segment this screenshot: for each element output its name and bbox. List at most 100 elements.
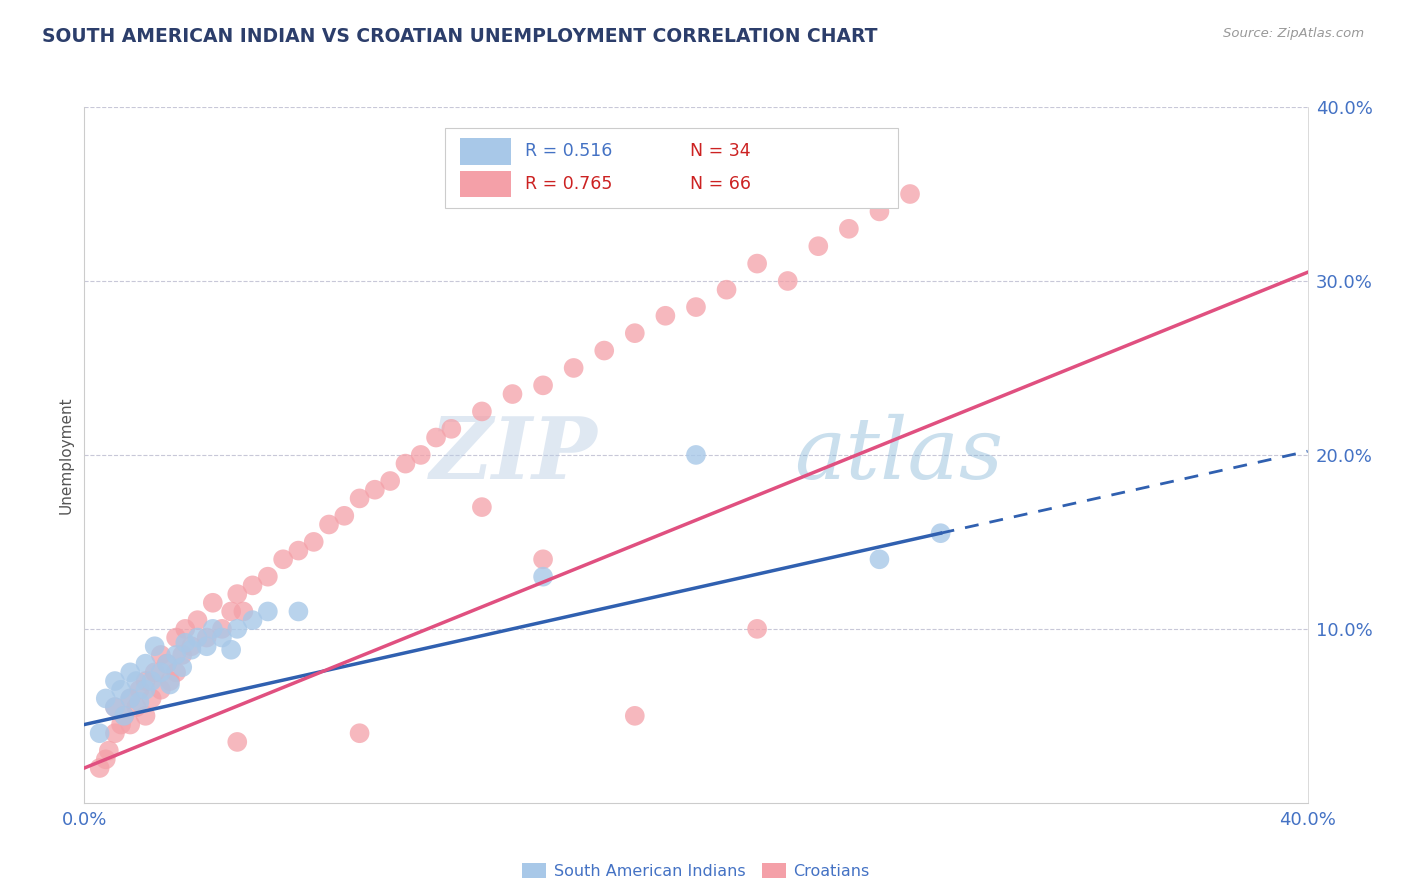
Point xyxy=(242,578,264,592)
Point xyxy=(156,657,179,671)
Point xyxy=(112,708,135,723)
Bar xyxy=(460,171,512,197)
Point xyxy=(165,648,187,662)
Point xyxy=(143,665,166,680)
Point xyxy=(135,682,157,697)
Text: N = 34: N = 34 xyxy=(690,142,751,160)
Point xyxy=(149,682,172,697)
Point xyxy=(201,622,224,636)
Point xyxy=(471,500,494,514)
Point xyxy=(287,605,309,619)
Point xyxy=(201,596,224,610)
Point xyxy=(716,283,738,297)
Point xyxy=(869,552,891,566)
Point xyxy=(159,677,181,691)
Point xyxy=(349,726,371,740)
Point xyxy=(186,631,208,645)
Point xyxy=(128,682,150,697)
Point xyxy=(141,674,163,689)
Point xyxy=(226,622,249,636)
Point xyxy=(502,387,524,401)
Point xyxy=(211,631,233,645)
Point xyxy=(654,309,676,323)
Y-axis label: Unemployment: Unemployment xyxy=(58,396,73,514)
Point xyxy=(226,735,249,749)
Point xyxy=(747,622,769,636)
Point xyxy=(135,708,157,723)
Point xyxy=(531,552,554,566)
Point xyxy=(257,570,280,584)
Point xyxy=(242,613,264,627)
Point xyxy=(120,691,142,706)
Text: ZIP: ZIP xyxy=(430,413,598,497)
Point xyxy=(211,622,233,636)
Point xyxy=(425,431,447,445)
Point xyxy=(89,726,111,740)
Point xyxy=(271,552,294,566)
Point xyxy=(112,708,135,723)
Text: SOUTH AMERICAN INDIAN VS CROATIAN UNEMPLOYMENT CORRELATION CHART: SOUTH AMERICAN INDIAN VS CROATIAN UNEMPL… xyxy=(42,27,877,45)
Point xyxy=(226,587,249,601)
Point xyxy=(747,256,769,270)
Point xyxy=(624,708,647,723)
Point xyxy=(349,491,371,506)
Point xyxy=(471,404,494,418)
Point xyxy=(110,717,132,731)
Point xyxy=(333,508,356,523)
Point xyxy=(287,543,309,558)
Point xyxy=(104,700,127,714)
Point xyxy=(318,517,340,532)
Point xyxy=(807,239,830,253)
Point xyxy=(364,483,387,497)
Text: R = 0.516: R = 0.516 xyxy=(524,142,612,160)
Point xyxy=(141,691,163,706)
Point xyxy=(165,665,187,680)
Point xyxy=(172,648,194,662)
Point xyxy=(149,648,172,662)
FancyBboxPatch shape xyxy=(446,128,898,208)
Text: Source: ZipAtlas.com: Source: ZipAtlas.com xyxy=(1223,27,1364,40)
Point xyxy=(186,613,208,627)
Point xyxy=(104,700,127,714)
Point xyxy=(624,326,647,340)
Point xyxy=(89,761,111,775)
Point xyxy=(97,744,120,758)
Point xyxy=(165,631,187,645)
Point xyxy=(135,657,157,671)
Point xyxy=(135,674,157,689)
Point xyxy=(128,695,150,709)
Point xyxy=(104,726,127,740)
Point xyxy=(110,682,132,697)
Point xyxy=(929,526,952,541)
Point xyxy=(104,674,127,689)
Point xyxy=(409,448,432,462)
Point xyxy=(440,422,463,436)
Point xyxy=(232,605,254,619)
Point xyxy=(125,700,148,714)
Point xyxy=(180,639,202,653)
Legend: South American Indians, Croatians: South American Indians, Croatians xyxy=(516,857,876,885)
Point xyxy=(531,570,554,584)
Point xyxy=(174,636,197,650)
Point xyxy=(174,622,197,636)
Point xyxy=(898,187,921,202)
Point xyxy=(685,448,707,462)
Point xyxy=(120,691,142,706)
Point xyxy=(776,274,799,288)
Point xyxy=(180,642,202,657)
Point xyxy=(195,631,218,645)
Point xyxy=(685,300,707,314)
Point xyxy=(869,204,891,219)
Point xyxy=(394,457,416,471)
Point xyxy=(195,639,218,653)
Point xyxy=(94,752,117,766)
Text: N = 66: N = 66 xyxy=(690,175,751,193)
Point xyxy=(94,691,117,706)
Point xyxy=(257,605,280,619)
Point xyxy=(838,221,860,235)
Point xyxy=(156,657,179,671)
Point xyxy=(159,674,181,689)
Point xyxy=(219,605,242,619)
Text: R = 0.765: R = 0.765 xyxy=(524,175,612,193)
Point xyxy=(120,717,142,731)
